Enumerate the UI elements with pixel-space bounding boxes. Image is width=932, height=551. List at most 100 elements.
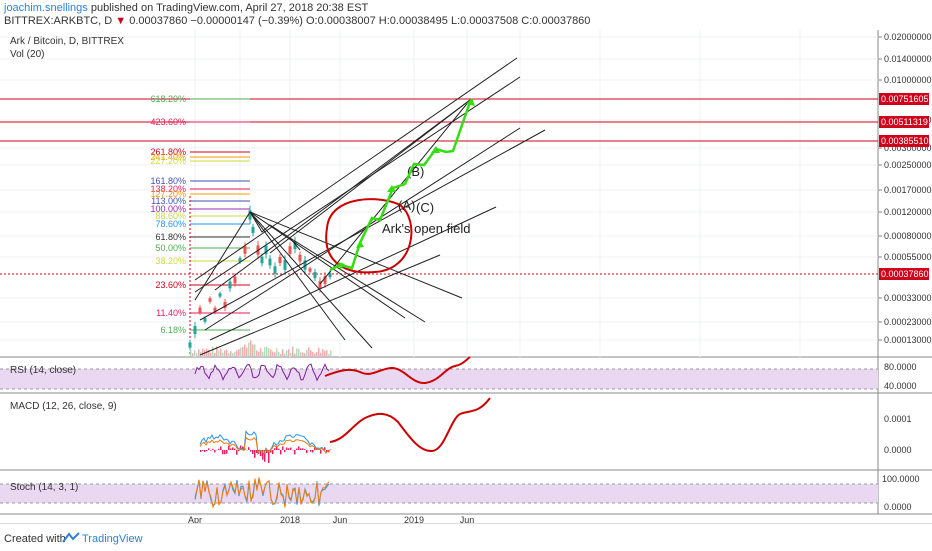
volume-bar [202,349,204,356]
price-label: 0.00511319 [881,117,928,127]
macd-bar [274,448,276,450]
candle-body [261,257,264,263]
volume-bar [194,350,196,356]
volume-bar [230,351,232,356]
volume-bar [276,349,278,356]
volume-bar [274,352,276,356]
macd-bar [204,450,206,452]
fib-label: 61.80% [155,232,186,242]
volume-bar [312,352,314,356]
macd-bar [284,450,286,452]
volume-bar [292,347,294,356]
macd-bar [310,450,312,452]
macd-bar [290,448,292,450]
pane-title-rsi: RSI (14, close) [10,365,76,376]
macd-bar [288,448,290,450]
macd-bar [200,450,202,452]
volume-bar [226,350,228,356]
volume-bar [294,354,296,356]
volume-bar [324,351,326,356]
price-tick: 0.00250000 [884,160,932,170]
candle-body [244,246,247,254]
macd-bar [324,447,326,450]
volume-bar [256,350,258,356]
volume-bar [302,353,304,356]
candle-body [274,266,277,273]
candle-body [209,298,212,302]
volume-bar [268,348,270,356]
volume-bar [228,353,230,356]
pane-title-stoch: Stoch (14, 3, 1) [10,482,78,493]
fib-label: 38.20% [155,256,186,266]
fib-label: 6.18% [160,325,186,335]
fib-label: 227.20% [150,156,186,166]
macd-bar [214,450,216,452]
volume-bar [232,353,234,356]
price-tick: 0.00120000 [884,207,932,217]
candle-body [279,257,282,263]
price-tick: 0.00170000 [884,185,932,195]
volume-bar [272,351,274,356]
candle-body [309,268,312,271]
macd-bar [218,449,220,450]
tradingview-logo-icon [62,532,80,544]
macd-bar [212,449,214,450]
volume-bar [220,349,222,356]
macd-bar [272,450,274,454]
candle-body [199,308,202,313]
macd-bar [220,446,222,450]
rsi-tick-80: 80.0000 [884,362,917,372]
macd-bar [224,450,226,454]
price-tick: 0.02000000 [884,32,932,42]
stoch-band [0,484,878,503]
pane-title-macd: MACD (12, 26, close, 9) [10,401,117,412]
rsi-tick-40: 40.0000 [884,381,917,391]
volume-bar [288,349,290,356]
macd-bar [252,450,254,454]
volume-bar [320,353,322,356]
volume-bar [224,350,226,356]
volume-bar [252,344,254,356]
candle-body [204,318,207,322]
volume-bar [296,348,298,356]
candle-body [234,277,237,284]
macd-bar [306,450,308,453]
x-tick: Jun [333,515,348,523]
price-tick: 0.00080000 [884,231,932,241]
volume-bar [198,349,200,356]
macd-bar [228,446,230,450]
volume-bar [208,350,210,356]
fib-label: 50.00% [155,243,186,253]
price-tick: 0.00023000 [884,317,932,327]
macd-bar [282,446,284,450]
fib-label: 23.60% [155,280,186,290]
macd-bar [238,450,240,451]
volume-bar [264,347,266,356]
volume-bar [210,353,212,356]
stoch-tick-100: 100.0000 [882,474,920,484]
macd-bar [304,449,306,450]
macd-bar [268,450,270,463]
macd-tick-0: 0.0000 [884,445,912,455]
macd-bar [232,447,234,450]
volume-bar [260,348,262,356]
tradingview-link[interactable]: TradingView [82,533,143,545]
volume-bar [244,344,246,356]
footer: Created with TradingView [0,523,932,551]
price-label: 0.00751605 [881,94,929,104]
volume-bar [262,352,264,356]
volume-bar [318,348,320,356]
macd-bar [320,450,322,454]
price-label: 0.00037860 [881,269,929,279]
candle-body [269,259,272,266]
volume-bar [246,348,248,356]
volume-bar [322,349,324,356]
volume-bar [270,350,272,356]
vol-label: Vol (20) [10,49,44,60]
candle-body [249,210,252,219]
fib-label: 78.60% [155,219,186,229]
macd-bar [248,447,250,450]
macd-bar [202,450,204,451]
volume-bar [238,349,240,356]
candle-body [284,260,287,270]
